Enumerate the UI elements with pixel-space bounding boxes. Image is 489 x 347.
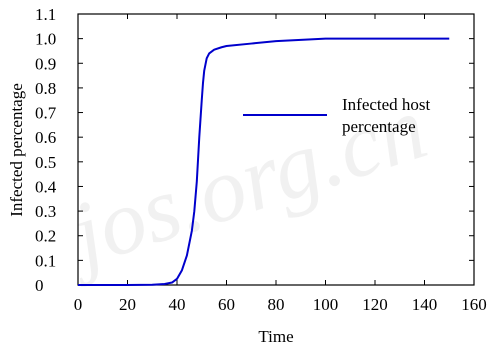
y-tick-label: 0.5 [35, 153, 56, 172]
x-tick-label: 40 [169, 295, 186, 314]
y-tick-label: 0.9 [35, 54, 56, 73]
x-tick-label: 20 [119, 295, 136, 314]
x-axis-title: Time [258, 327, 293, 346]
y-tick-label: 0.1 [35, 251, 56, 270]
legend-label-line1: Infected host [342, 95, 431, 114]
y-tick-label: 0.7 [35, 104, 57, 123]
x-tick-label: 140 [412, 295, 438, 314]
x-tick-label: 160 [461, 295, 487, 314]
series-line [78, 37, 450, 286]
x-tick-label: 60 [218, 295, 235, 314]
y-tick-label: 0 [35, 276, 44, 295]
x-tick-label: 80 [268, 295, 285, 314]
y-axis-title: Infected percentage [7, 83, 26, 217]
y-tick-label: 1.1 [35, 5, 56, 24]
legend: Infected host percentage [243, 95, 431, 136]
x-tick-label: 120 [362, 295, 388, 314]
y-tick-label: 0.8 [35, 79, 56, 98]
x-tick-label: 100 [313, 295, 339, 314]
x-tick-label: 0 [74, 295, 83, 314]
y-tick-label: 0.2 [35, 227, 56, 246]
y-tick-label: 1.0 [35, 30, 56, 49]
y-tick-label: 0.3 [35, 202, 56, 221]
axis-ticks: 0 20 40 60 80 100 120 140 160 0 0.1 0.2 0.3 0.4 0.5 0.6… [35, 5, 487, 314]
y-tick-label: 0.4 [35, 177, 57, 196]
y-tick-label: 0.6 [35, 128, 56, 147]
legend-label-line2: percentage [342, 117, 416, 136]
series-lines [78, 37, 450, 286]
